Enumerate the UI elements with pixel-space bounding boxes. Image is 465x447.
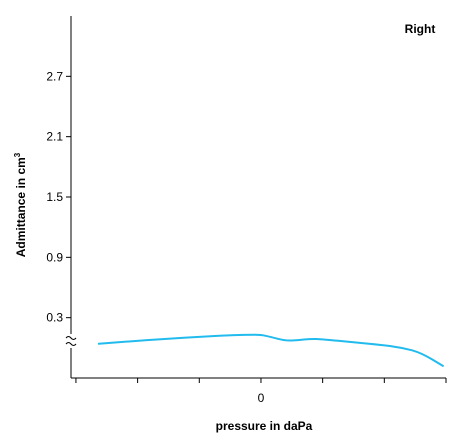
axis-break-icon <box>65 336 77 346</box>
y-tick-label: 2.1 <box>46 130 63 144</box>
y-tick-label: 1.5 <box>46 190 63 204</box>
y-tick-label: 0.9 <box>46 250 63 264</box>
series-group <box>97 333 444 367</box>
y-ticks: 0.3 0.9 1.5 2.1 2.7 <box>46 69 71 325</box>
y-axis-label-superscript: 3 <box>13 152 22 157</box>
axis-break-squiggle-1 <box>65 342 77 346</box>
y-tick-label: 2.7 <box>46 69 63 83</box>
x-ticks: 0 <box>75 378 447 405</box>
axes <box>65 16 446 379</box>
axis-break-squiggle-0 <box>65 336 77 340</box>
series-line-0 <box>97 333 444 367</box>
y-tick-label: 0.3 <box>46 311 63 325</box>
ear-side-label: Right <box>405 22 436 36</box>
x-tick-label: 0 <box>258 391 265 405</box>
y-axis-label: Admittance in cm3 <box>13 152 28 257</box>
y-axis-label-text: Admittance in cm <box>14 157 28 257</box>
x-axis-label: pressure in daPa <box>216 419 313 433</box>
